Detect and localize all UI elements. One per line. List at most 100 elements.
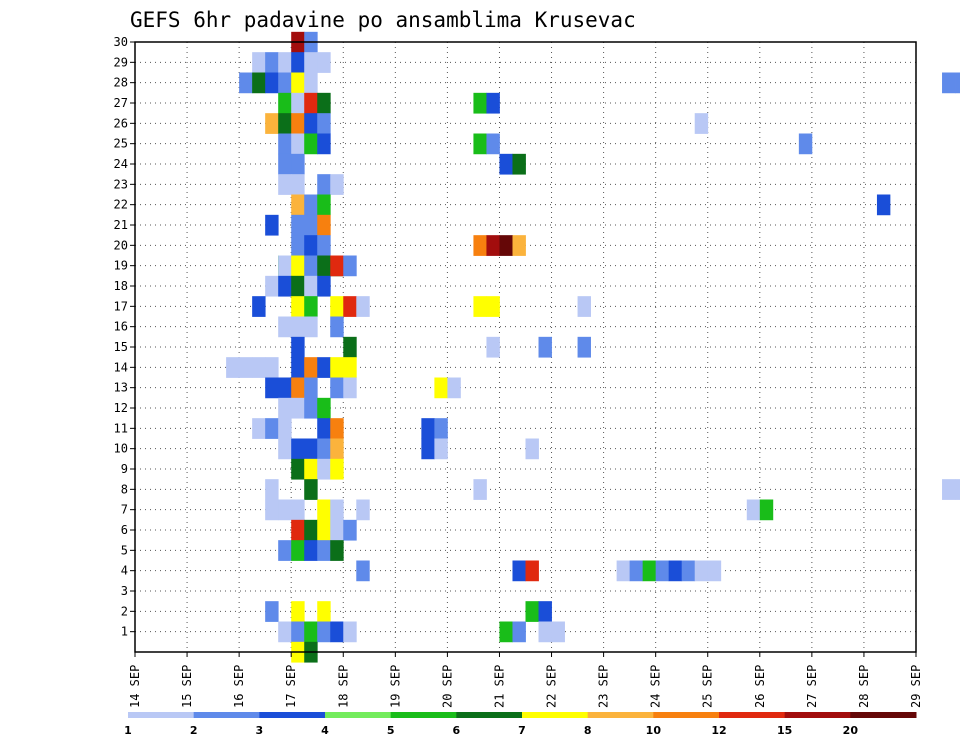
precip-cell xyxy=(291,296,305,317)
precip-cell xyxy=(473,133,487,155)
precip-cell xyxy=(668,560,683,582)
precip-cell xyxy=(278,72,292,94)
precip-cell xyxy=(538,621,552,643)
precip-cell xyxy=(265,377,279,399)
data-cells xyxy=(226,31,960,663)
precip-cell xyxy=(330,458,344,480)
legend-swatch xyxy=(193,712,260,718)
precip-cell xyxy=(538,336,552,358)
y-tick-label: 4 xyxy=(121,564,128,578)
precip-cell xyxy=(330,540,344,561)
precip-cell xyxy=(265,601,279,622)
precip-cell xyxy=(317,113,331,134)
legend-label: 10 xyxy=(646,724,662,737)
y-tick-label: 23 xyxy=(114,177,128,191)
legend-swatch xyxy=(587,712,654,718)
precip-cell xyxy=(629,560,644,582)
precip-cell xyxy=(291,438,305,460)
precip-cell xyxy=(330,519,344,541)
precip-cell xyxy=(291,499,305,521)
precip-cell xyxy=(304,479,318,500)
precip-cell xyxy=(265,52,279,73)
precip-cell xyxy=(226,357,240,378)
precip-cell xyxy=(317,214,331,236)
precip-cell xyxy=(317,499,331,521)
precip-cell xyxy=(317,357,331,378)
y-tick-label: 19 xyxy=(114,259,128,273)
precip-cell xyxy=(694,560,709,582)
precip-cell xyxy=(330,357,344,378)
precip-cell xyxy=(343,377,357,399)
precip-cell xyxy=(473,479,487,500)
precip-cell xyxy=(304,458,318,480)
precip-cell xyxy=(291,275,305,297)
precip-cell xyxy=(252,52,266,73)
precip-cell xyxy=(512,235,526,256)
precip-cell xyxy=(291,92,305,114)
legend-label: 12 xyxy=(711,724,726,737)
precip-cell xyxy=(421,418,435,439)
precip-cell xyxy=(278,153,292,175)
y-tick-label: 16 xyxy=(114,320,128,334)
y-tick-label: 28 xyxy=(114,76,128,90)
y-tick-label: 2 xyxy=(121,604,128,618)
precip-cell xyxy=(239,72,253,94)
precip-cell xyxy=(278,92,292,114)
precip-cell xyxy=(304,92,318,114)
y-tick-label: 5 xyxy=(121,543,128,557)
precip-cell xyxy=(304,296,318,317)
precip-cell xyxy=(239,357,253,378)
legend-swatch xyxy=(128,712,195,718)
precip-cell xyxy=(655,560,670,582)
precip-cell xyxy=(278,499,292,521)
precip-cell xyxy=(291,397,305,419)
precip-cell xyxy=(304,133,318,155)
precip-cell xyxy=(525,601,539,622)
precip-cell xyxy=(942,479,956,500)
precip-cell xyxy=(330,255,344,277)
precip-cell xyxy=(759,499,774,521)
precip-cell xyxy=(265,479,279,500)
precip-cell xyxy=(421,438,435,460)
precip-cell xyxy=(291,621,305,643)
precip-cell xyxy=(291,601,305,622)
precip-cell xyxy=(330,296,344,317)
legend-label: 5 xyxy=(387,724,395,737)
precip-cell xyxy=(317,235,331,256)
y-tick-label: 9 xyxy=(121,462,128,476)
precip-cell xyxy=(304,397,318,419)
precip-cell xyxy=(317,194,331,216)
y-tick-label: 17 xyxy=(114,299,128,313)
precip-cell xyxy=(278,397,292,419)
precip-cell xyxy=(512,621,526,643)
precip-cell xyxy=(278,52,292,73)
legend-swatch xyxy=(850,712,917,718)
precip-cell xyxy=(746,499,761,521)
precip-cell xyxy=(265,214,279,236)
y-tick-label: 7 xyxy=(121,503,128,517)
x-tick-label: 15 SEP xyxy=(180,665,194,708)
y-axis: 1234567891011121314151617181920212223242… xyxy=(114,35,135,639)
precip-cell xyxy=(304,194,318,216)
precip-cell xyxy=(291,153,305,175)
precip-cell xyxy=(265,275,279,297)
precip-cell xyxy=(343,336,357,358)
precip-cell xyxy=(291,540,305,561)
precip-cell xyxy=(499,621,513,643)
precip-cell xyxy=(265,499,279,521)
precip-cell xyxy=(486,133,500,155)
precip-cell xyxy=(304,255,318,277)
precip-cell xyxy=(473,235,487,256)
precip-cell xyxy=(798,133,813,155)
x-tick-label: 17 SEP xyxy=(284,665,298,708)
legend-swatch xyxy=(784,712,851,718)
precip-cell xyxy=(291,113,305,134)
precip-cell xyxy=(252,72,266,94)
precip-cell xyxy=(291,194,305,216)
precip-cell xyxy=(525,438,539,460)
y-tick-label: 13 xyxy=(114,381,128,395)
y-tick-label: 8 xyxy=(121,482,128,496)
legend-label: 15 xyxy=(777,724,792,737)
precip-cell xyxy=(278,133,292,155)
